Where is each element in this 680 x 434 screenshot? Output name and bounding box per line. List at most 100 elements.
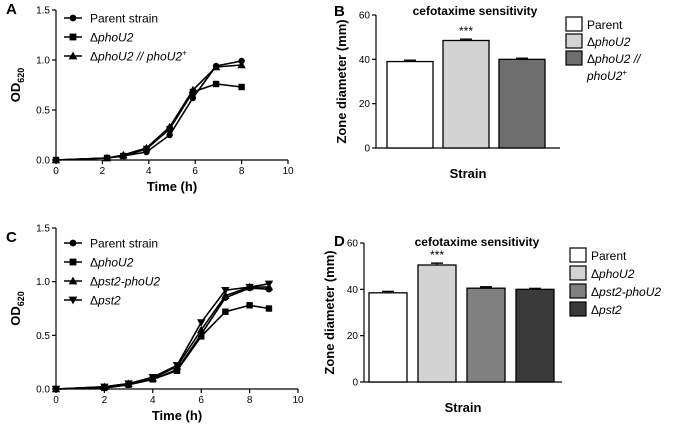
legend-label: Parent strain — [90, 12, 158, 26]
data-point — [51, 385, 61, 394]
data-point — [222, 308, 229, 315]
bar — [386, 60, 434, 149]
data-point — [124, 380, 133, 388]
legend-label-italic: phoU2 — [586, 69, 623, 83]
data-point — [245, 283, 254, 292]
data-point — [100, 383, 109, 392]
legend-swatch — [565, 33, 583, 49]
data-point — [221, 291, 230, 299]
legend-label-italic: phoU2 // — [594, 52, 642, 66]
x-tick-label: 2 — [102, 395, 108, 406]
y-tick-label: 0 — [352, 378, 358, 389]
legend-label-text: Parent — [591, 249, 627, 263]
x-tick-label: 0 — [53, 395, 59, 406]
data-point — [51, 155, 61, 164]
x-axis-title-C: Time (h) — [152, 408, 202, 423]
y-tick-label: 60 — [359, 11, 371, 22]
legend-label-prefix: Δ — [587, 35, 595, 49]
legend-marker — [68, 296, 78, 305]
data-point — [238, 83, 245, 91]
legend-label-text: Parent — [587, 18, 623, 32]
data-point — [246, 302, 253, 309]
data-point — [142, 143, 151, 152]
y-axis-title-C: OD620 — [8, 291, 26, 326]
y-axis-title-main: OD — [8, 306, 23, 326]
significance-label: *** — [459, 24, 473, 38]
bar — [498, 58, 546, 149]
chart-title-D: cefotaxime sensitivity — [415, 235, 540, 249]
data-point — [165, 122, 174, 131]
legend-label-text: Parent strain — [90, 12, 158, 26]
y-tick-label: 0.0 — [36, 385, 50, 396]
y-axis-title-B: Zone diameter (mm) — [334, 19, 349, 143]
legend-label: ΔphoU2 — [90, 31, 134, 45]
legend-swatch — [569, 301, 587, 317]
legend-label-prefix: Δ — [591, 267, 599, 281]
data-point — [265, 305, 273, 312]
panel-A: A 0 2 4 6 8 10 0.0 0.5 1.0 1.5 Time (h) OD620 Parent … — [6, 1, 294, 194]
y-tick-label: 0.5 — [36, 331, 50, 342]
significance-label: *** — [430, 248, 444, 262]
y-axis-title-A: OD620 — [8, 68, 26, 103]
legend-label-prefix: Δ — [591, 285, 599, 299]
x-tick-label: 4 — [146, 166, 152, 177]
y-axis-title-sub: 620 — [16, 68, 26, 83]
legend-swatch — [569, 283, 587, 299]
x-tick-label: 6 — [198, 395, 204, 406]
y-tick-label: 1.0 — [36, 277, 50, 288]
x-tick-label: 10 — [292, 395, 304, 406]
legend-swatch — [565, 16, 583, 32]
x-tick-label: 2 — [100, 166, 106, 177]
legend-marker — [69, 239, 77, 247]
y-axis-title-main: OD — [8, 83, 23, 103]
legend-label-prefix: Δ — [587, 52, 595, 66]
legend-marker — [69, 33, 77, 41]
series-line-2 — [55, 286, 269, 390]
legend-label: Δpst2 — [591, 303, 622, 317]
bar — [442, 39, 490, 149]
data-point — [172, 362, 182, 370]
data-point — [189, 94, 197, 102]
bar — [417, 264, 457, 383]
y-tick-label: 1.0 — [36, 56, 50, 67]
legend-label-italic: pst2 — [97, 294, 121, 308]
legend-label-italic: pst2 — [598, 303, 622, 317]
legend-label-italic: phoU2 // phoU2 — [97, 50, 182, 64]
legend-marker — [69, 14, 77, 22]
legend-label: ΔphoU2 — [587, 35, 631, 49]
y-tick-label: 20 — [359, 99, 371, 110]
data-point — [212, 80, 220, 88]
legend-label-italic: phoU2 — [594, 35, 631, 49]
data-point — [197, 325, 206, 334]
y-tick-label: 20 — [347, 331, 359, 342]
legend-label-italic: phoU2 — [598, 267, 635, 281]
y-tick-label: 60 — [347, 239, 359, 250]
x-tick-label: 8 — [247, 395, 253, 406]
x-axis-title-B: Strain — [450, 166, 487, 181]
data-point — [198, 333, 205, 340]
x-axis-title-A: Time (h) — [147, 179, 197, 194]
data-point — [264, 280, 274, 289]
data-point — [148, 373, 157, 382]
y-tick-label: 0.5 — [36, 106, 50, 117]
legend-label: phoU2+ — [586, 68, 627, 83]
bar — [368, 292, 408, 383]
legend-label-prefix: Δ — [90, 31, 98, 45]
x-tick-label: 8 — [239, 166, 245, 177]
y-axis-title-sub: 620 — [16, 291, 26, 306]
legend-label-italic: phoU2 — [97, 31, 134, 45]
legend-marker — [69, 258, 77, 266]
panel-label-C: C — [6, 229, 17, 246]
legend-label-prefix: Δ — [90, 275, 98, 289]
data-point — [166, 131, 173, 139]
legend-label: ΔphoU2 — [591, 267, 635, 281]
y-tick-label: 0.0 — [36, 156, 50, 167]
legend-swatch — [565, 50, 583, 66]
legend-label: Δpst2-phoU2 — [591, 285, 661, 299]
legend-label: Parent — [587, 18, 623, 32]
bar — [515, 288, 555, 383]
y-tick-label: 40 — [359, 55, 371, 66]
